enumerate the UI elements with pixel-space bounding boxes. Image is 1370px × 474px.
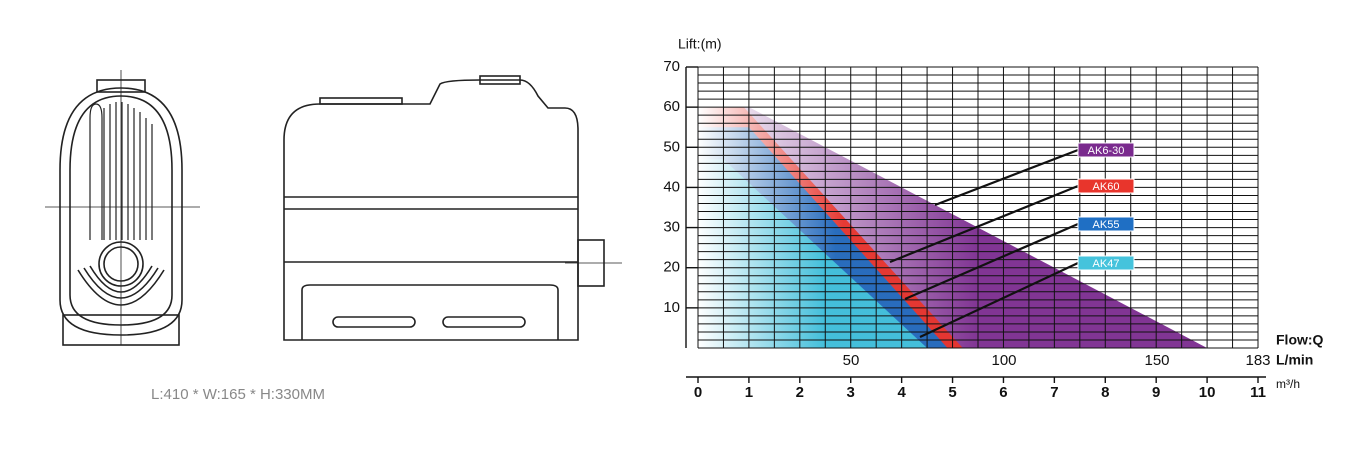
leader-line [889,184,1079,264]
x2-tick-label: 150 [1145,352,1170,369]
x-tick-label: 9 [1152,384,1160,401]
x-tick-label: 5 [948,384,956,401]
x-axis-label: Flow:Q [1276,332,1324,348]
x-tick-label: 10 [1199,384,1216,401]
legend-swatch [1077,255,1135,271]
y-axis-label: Lift:(m) [678,36,722,52]
y-tick-label: 40 [663,178,680,195]
x-tick-label: 0 [694,384,702,401]
x-unit-label: m³/h [1276,377,1300,391]
dimension-caption: L:410 * W:165 * H:330MM [151,386,325,403]
leader-line [934,148,1079,207]
leader-line [904,222,1079,301]
legend-swatch [1077,216,1135,232]
legend-label: AK6-30 [1088,145,1125,157]
x2-tick-label: 50 [843,352,860,369]
front-view-drawing [45,70,200,346]
legend-swatch [1077,178,1135,194]
x-tick-label: 4 [897,384,906,401]
y-tick-label: 70 [663,58,680,75]
legend-label: AK47 [1093,258,1120,270]
x-tick-label: 1 [745,384,753,401]
side-view-drawing [283,75,622,341]
y-tick-label: 10 [663,299,680,316]
x-tick-label: 11 [1250,384,1266,401]
x-tick-label: 2 [796,384,804,401]
x-tick-label: 8 [1101,384,1109,401]
y-tick-label: 50 [663,138,680,155]
x-tick-label: 6 [999,384,1007,401]
legend-swatch [1077,142,1135,158]
x2-tick-label: 183 [1245,352,1270,369]
legend-label: AK60 [1093,181,1120,193]
legend-label: AK55 [1093,219,1120,231]
area [698,159,928,348]
x-tick-label: 3 [847,384,855,401]
y-tick-label: 20 [663,259,680,276]
x-tick-label: 7 [1050,384,1058,401]
leader-line [919,262,1079,338]
x2-axis-label: L/min [1276,352,1313,368]
y-tick-label: 60 [663,98,680,115]
x2-tick-label: 100 [991,352,1016,369]
y-tick-label: 30 [663,219,680,236]
